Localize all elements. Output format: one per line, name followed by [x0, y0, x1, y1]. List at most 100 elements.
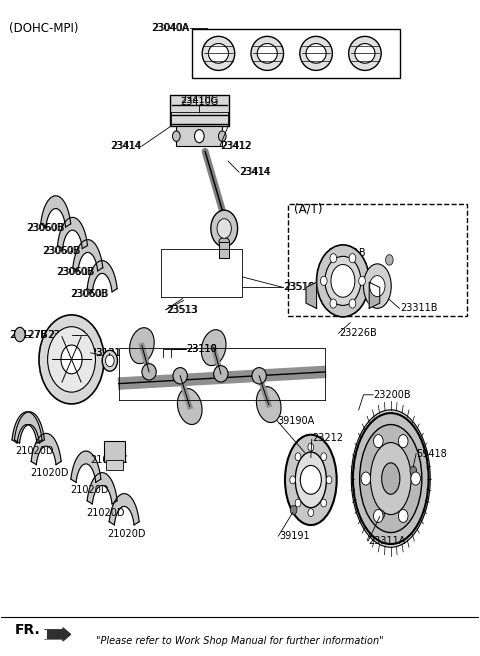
Ellipse shape	[130, 328, 154, 363]
Ellipse shape	[306, 43, 326, 63]
Circle shape	[217, 218, 231, 238]
Circle shape	[410, 466, 417, 476]
Circle shape	[331, 264, 355, 297]
Ellipse shape	[325, 256, 361, 306]
Text: 23410G: 23410G	[180, 97, 218, 107]
Text: 59418: 59418	[416, 449, 447, 459]
Ellipse shape	[257, 43, 277, 63]
Circle shape	[218, 131, 226, 142]
Text: 21020D: 21020D	[86, 508, 124, 518]
Ellipse shape	[208, 43, 228, 63]
Text: 23414: 23414	[240, 167, 271, 177]
Text: 23513: 23513	[166, 304, 197, 315]
Circle shape	[295, 453, 301, 461]
Text: 23060B: 23060B	[43, 246, 80, 256]
Ellipse shape	[178, 388, 202, 424]
Text: 23311B: 23311B	[400, 303, 438, 314]
Text: 21030C: 21030C	[91, 455, 128, 465]
Polygon shape	[14, 412, 44, 443]
Text: 23060B: 23060B	[27, 224, 64, 234]
Text: 21020D: 21020D	[30, 468, 69, 478]
Circle shape	[39, 315, 104, 404]
Text: 23124B: 23124B	[48, 329, 85, 340]
Ellipse shape	[202, 36, 235, 70]
Polygon shape	[12, 412, 42, 443]
Ellipse shape	[285, 435, 336, 525]
Polygon shape	[109, 494, 139, 525]
Text: 21020D: 21020D	[70, 485, 108, 495]
Ellipse shape	[351, 410, 430, 547]
Text: 23200B: 23200B	[373, 390, 411, 400]
Circle shape	[48, 327, 96, 392]
Text: 23414: 23414	[110, 141, 141, 151]
Polygon shape	[306, 282, 317, 308]
Text: 23311A: 23311A	[368, 536, 406, 546]
Text: 23127B: 23127B	[10, 329, 48, 340]
Circle shape	[398, 434, 408, 447]
Ellipse shape	[363, 264, 391, 308]
Text: 23131: 23131	[91, 348, 121, 358]
Text: 23060B: 23060B	[57, 268, 95, 277]
Bar	[41, 630, 47, 639]
Polygon shape	[73, 239, 103, 271]
Text: 23127B: 23127B	[9, 329, 47, 340]
Ellipse shape	[251, 36, 284, 70]
Text: 23060B: 23060B	[72, 289, 109, 299]
Ellipse shape	[355, 43, 375, 63]
Polygon shape	[87, 473, 117, 504]
Text: 23513: 23513	[167, 304, 198, 315]
Text: 23412: 23412	[221, 141, 252, 151]
Text: 23212: 23212	[313, 433, 344, 443]
Circle shape	[295, 499, 301, 507]
Ellipse shape	[173, 367, 187, 384]
Ellipse shape	[295, 452, 326, 508]
Circle shape	[300, 466, 322, 494]
Ellipse shape	[371, 443, 411, 514]
Text: 23060B: 23060B	[71, 289, 108, 299]
Text: 21020D: 21020D	[15, 446, 54, 456]
Ellipse shape	[142, 363, 156, 380]
Text: (DOHC-MPI): (DOHC-MPI)	[9, 22, 79, 35]
Text: 23510: 23510	[284, 283, 315, 293]
Bar	[288, 203, 468, 316]
Ellipse shape	[214, 365, 228, 382]
Text: 23110: 23110	[186, 344, 217, 354]
Circle shape	[330, 299, 336, 308]
Polygon shape	[31, 434, 61, 464]
Circle shape	[349, 254, 356, 263]
Polygon shape	[41, 195, 71, 227]
Polygon shape	[87, 260, 117, 292]
Bar	[104, 441, 125, 462]
Ellipse shape	[219, 237, 229, 245]
Text: 23131: 23131	[91, 348, 121, 358]
Ellipse shape	[300, 36, 332, 70]
Text: 23410G: 23410G	[180, 95, 218, 105]
Text: 23124B: 23124B	[48, 329, 86, 340]
Circle shape	[373, 434, 383, 447]
Circle shape	[349, 299, 356, 308]
Circle shape	[359, 276, 365, 285]
Circle shape	[326, 476, 332, 483]
Circle shape	[321, 276, 327, 285]
Circle shape	[290, 505, 297, 514]
Bar	[106, 461, 123, 470]
Ellipse shape	[201, 330, 226, 365]
Text: 39191: 39191	[279, 531, 310, 541]
Ellipse shape	[348, 36, 381, 70]
Circle shape	[14, 327, 25, 342]
Ellipse shape	[317, 245, 369, 317]
Polygon shape	[71, 451, 101, 482]
Ellipse shape	[353, 413, 429, 544]
Text: 23040A: 23040A	[151, 23, 189, 33]
Circle shape	[172, 131, 180, 142]
Text: 23510: 23510	[283, 283, 314, 293]
Circle shape	[308, 508, 314, 516]
Circle shape	[106, 355, 114, 367]
Text: 23414: 23414	[239, 167, 270, 177]
Circle shape	[308, 443, 314, 451]
Circle shape	[211, 210, 238, 247]
Text: (A/T): (A/T)	[294, 202, 322, 215]
Text: 23060B: 23060B	[26, 224, 63, 234]
Text: 23060B: 23060B	[42, 246, 79, 256]
Ellipse shape	[256, 386, 281, 422]
